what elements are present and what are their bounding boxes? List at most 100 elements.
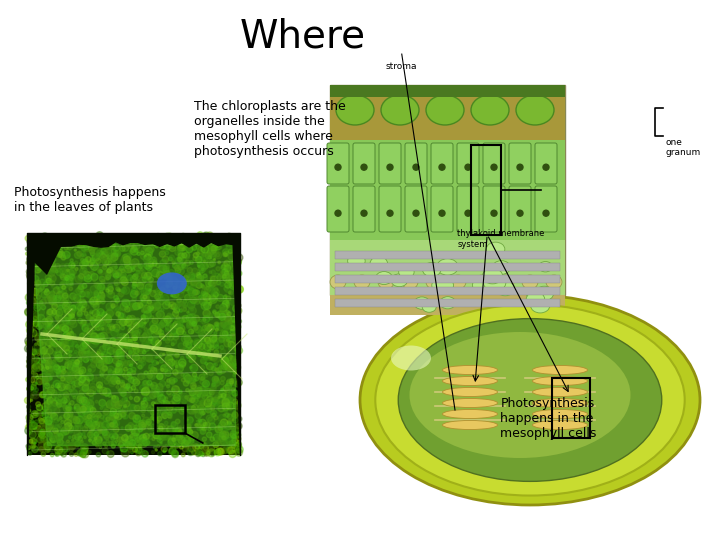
- Circle shape: [195, 300, 199, 304]
- Circle shape: [84, 271, 86, 273]
- Circle shape: [110, 430, 114, 435]
- Circle shape: [81, 441, 84, 443]
- Circle shape: [224, 265, 231, 272]
- Ellipse shape: [398, 319, 662, 481]
- Circle shape: [189, 329, 194, 334]
- Circle shape: [75, 360, 82, 368]
- Circle shape: [126, 436, 133, 443]
- Circle shape: [42, 411, 49, 418]
- Ellipse shape: [410, 332, 631, 458]
- Circle shape: [188, 347, 195, 355]
- FancyBboxPatch shape: [327, 186, 349, 232]
- Circle shape: [108, 290, 112, 294]
- Circle shape: [30, 311, 37, 319]
- Circle shape: [230, 355, 233, 359]
- Circle shape: [40, 348, 47, 354]
- Circle shape: [41, 430, 45, 433]
- Circle shape: [34, 304, 38, 308]
- Circle shape: [98, 437, 100, 439]
- Circle shape: [132, 318, 134, 320]
- Circle shape: [150, 316, 152, 319]
- Circle shape: [59, 448, 63, 452]
- Circle shape: [147, 385, 148, 387]
- Circle shape: [90, 245, 96, 251]
- Circle shape: [166, 396, 168, 399]
- Circle shape: [32, 446, 35, 448]
- Circle shape: [176, 332, 178, 334]
- Circle shape: [118, 316, 121, 320]
- Circle shape: [186, 311, 189, 313]
- Circle shape: [42, 393, 45, 396]
- Circle shape: [31, 420, 34, 423]
- Circle shape: [491, 210, 497, 216]
- Circle shape: [142, 310, 144, 312]
- Circle shape: [157, 369, 164, 376]
- Circle shape: [50, 413, 55, 418]
- Circle shape: [50, 438, 55, 442]
- Circle shape: [177, 444, 181, 448]
- Circle shape: [131, 339, 133, 341]
- Circle shape: [27, 422, 32, 428]
- Circle shape: [86, 372, 91, 376]
- Circle shape: [193, 404, 198, 410]
- Circle shape: [154, 368, 157, 371]
- Circle shape: [143, 356, 145, 359]
- Circle shape: [150, 367, 155, 371]
- Circle shape: [102, 430, 107, 435]
- Circle shape: [184, 260, 190, 266]
- Circle shape: [95, 321, 99, 326]
- Circle shape: [71, 439, 74, 441]
- Circle shape: [223, 301, 230, 307]
- Circle shape: [130, 276, 138, 283]
- Circle shape: [81, 446, 84, 448]
- Circle shape: [143, 244, 150, 251]
- Circle shape: [120, 449, 122, 451]
- Circle shape: [86, 405, 93, 413]
- Circle shape: [199, 444, 204, 449]
- Circle shape: [218, 366, 226, 374]
- Circle shape: [40, 429, 46, 435]
- Circle shape: [100, 294, 105, 299]
- Circle shape: [123, 404, 127, 407]
- Circle shape: [128, 319, 134, 325]
- Circle shape: [37, 321, 40, 325]
- Circle shape: [196, 400, 199, 403]
- Circle shape: [104, 251, 108, 254]
- Circle shape: [138, 445, 140, 448]
- Circle shape: [143, 434, 146, 437]
- Circle shape: [95, 282, 102, 288]
- Circle shape: [171, 343, 174, 346]
- Circle shape: [205, 355, 210, 361]
- Circle shape: [156, 272, 164, 279]
- Circle shape: [169, 255, 174, 260]
- Circle shape: [144, 322, 146, 324]
- Circle shape: [207, 350, 210, 353]
- Circle shape: [34, 442, 36, 444]
- Circle shape: [122, 287, 130, 294]
- Circle shape: [45, 400, 52, 408]
- Circle shape: [68, 442, 76, 449]
- Circle shape: [38, 325, 40, 327]
- Circle shape: [110, 244, 114, 249]
- Circle shape: [147, 442, 150, 445]
- Circle shape: [72, 366, 79, 373]
- Circle shape: [160, 287, 165, 292]
- Circle shape: [50, 291, 55, 296]
- Circle shape: [111, 422, 115, 427]
- Circle shape: [91, 316, 94, 319]
- Circle shape: [65, 333, 72, 341]
- Circle shape: [206, 451, 210, 455]
- Circle shape: [208, 444, 215, 451]
- Circle shape: [179, 429, 181, 433]
- Circle shape: [50, 321, 54, 326]
- Circle shape: [220, 307, 227, 314]
- Circle shape: [491, 164, 497, 170]
- Circle shape: [186, 277, 189, 280]
- Circle shape: [80, 254, 87, 262]
- Circle shape: [166, 348, 174, 355]
- Circle shape: [164, 421, 168, 424]
- Circle shape: [130, 433, 138, 440]
- Circle shape: [138, 428, 143, 432]
- Circle shape: [138, 365, 142, 369]
- Circle shape: [84, 240, 88, 243]
